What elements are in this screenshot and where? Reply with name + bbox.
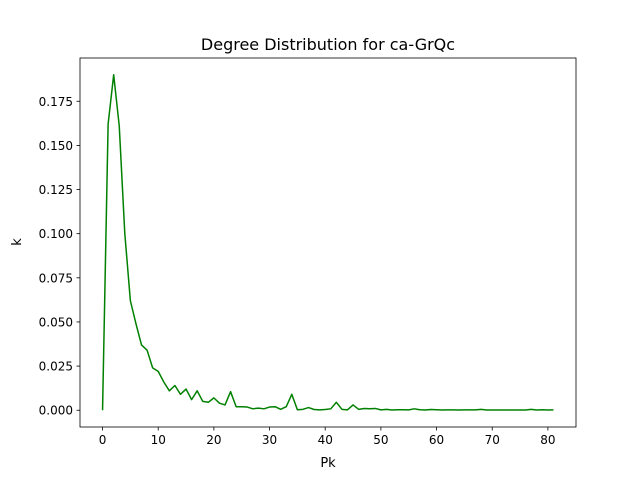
y-tick-label: 0.050: [39, 315, 73, 329]
y-tick-label: 0.150: [39, 139, 73, 153]
x-tick-label: 50: [373, 433, 388, 447]
series-line-0: [101, 74, 554, 411]
x-tick-label: 40: [318, 433, 333, 447]
x-axis-label: Pk: [320, 456, 336, 471]
plot-area: [79, 57, 577, 428]
y-tick-label: 0.025: [39, 360, 73, 374]
y-axis-label: k: [10, 238, 25, 246]
x-tick-label: 0: [99, 433, 107, 447]
x-tick-label: 70: [485, 433, 500, 447]
y-tick-label: 0.100: [39, 227, 73, 241]
y-tick-label: 0.175: [39, 95, 73, 109]
axes-frame: [79, 57, 577, 428]
x-tick-label: 10: [151, 433, 166, 447]
chart-title: Degree Distribution for ca-GrQc: [201, 35, 455, 54]
x-axis-ticks: 0 10 20 30 40 50 60 70 80: [99, 427, 556, 447]
y-tick-label: 0.075: [39, 271, 73, 285]
x-tick-label: 80: [540, 433, 555, 447]
x-tick-label: 60: [429, 433, 444, 447]
y-tick-label: 0.125: [39, 183, 73, 197]
y-axis-ticks: 0.000 0.025 0.050 0.075 0.100 0.125 0.150 0.175: [39, 95, 80, 418]
x-tick-label: 20: [206, 433, 221, 447]
y-tick-label: 0.000: [39, 404, 73, 418]
x-tick-label: 30: [262, 433, 277, 447]
